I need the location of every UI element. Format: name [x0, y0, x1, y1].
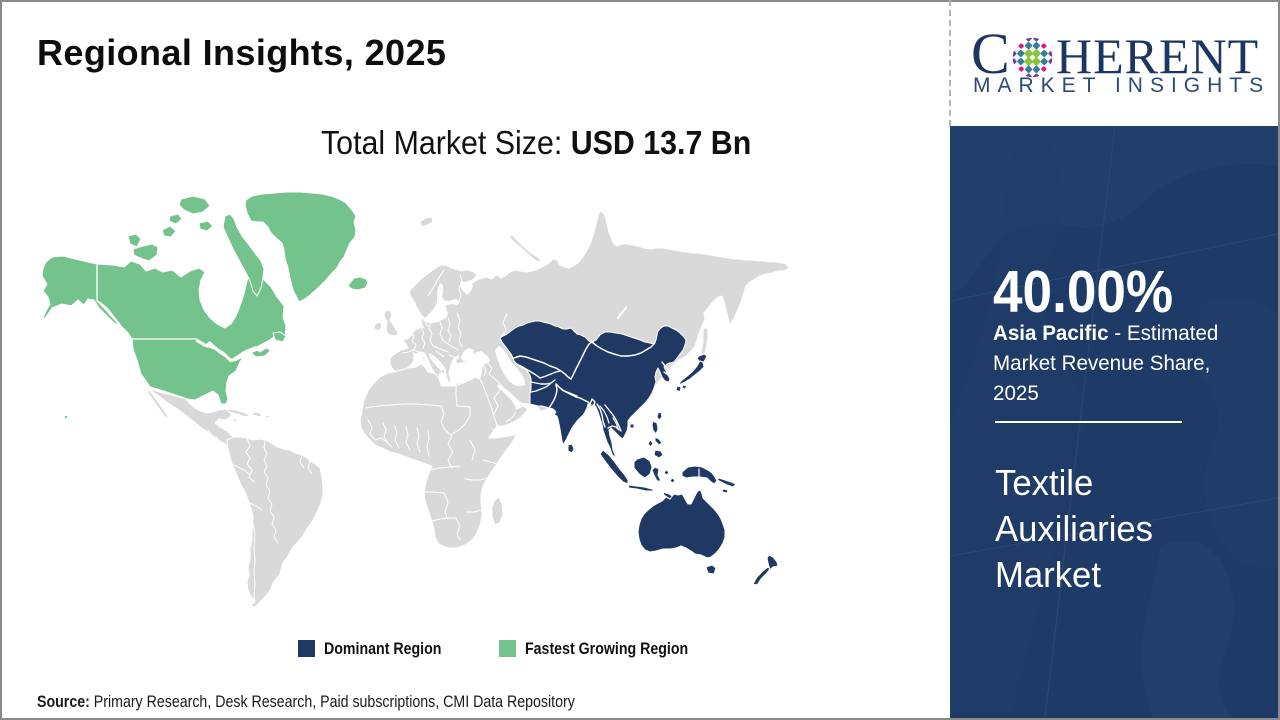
svg-text:C: C: [971, 26, 1010, 86]
svg-text:MARKET INSIGHTS: MARKET INSIGHTS: [973, 74, 1268, 97]
svg-text:HERENT: HERENT: [1056, 28, 1259, 84]
